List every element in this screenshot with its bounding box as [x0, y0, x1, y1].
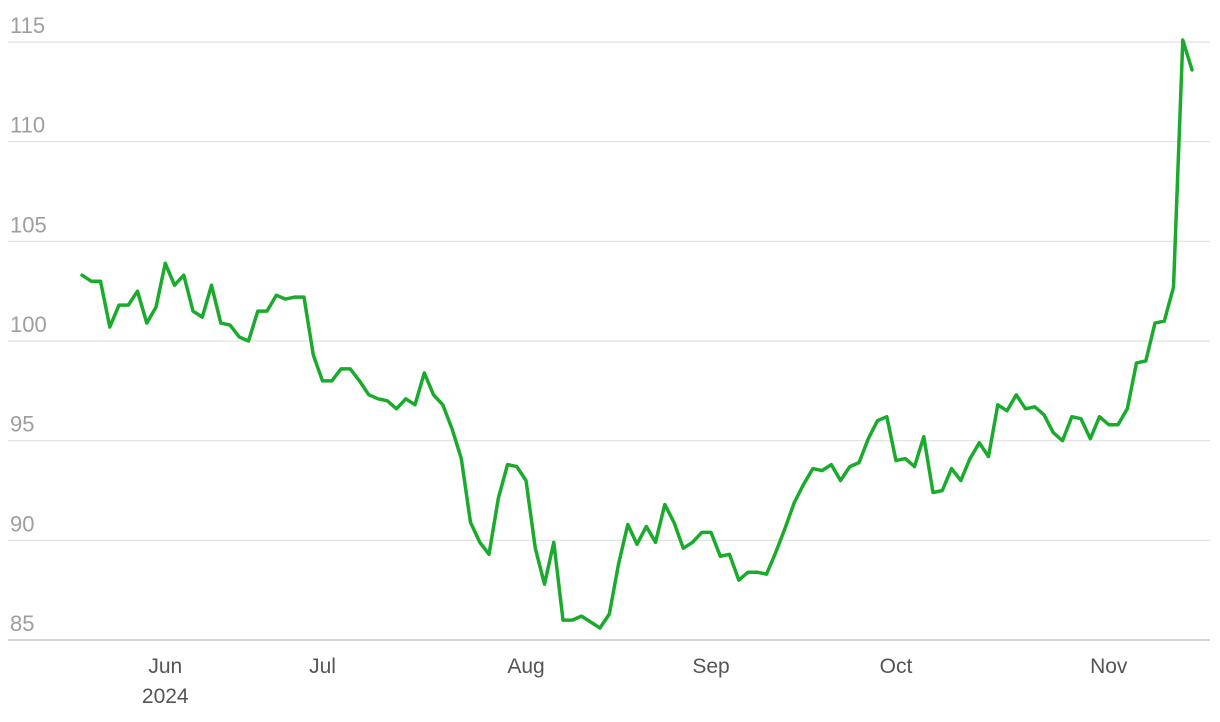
y-tick-label: 110 [10, 113, 45, 138]
x-tick-label: Oct [880, 655, 913, 678]
x-tick-label: Jun [148, 655, 182, 678]
y-tick-label: 100 [10, 312, 47, 337]
x-tick-label: Nov [1090, 655, 1128, 678]
y-tick-label: 90 [10, 511, 34, 536]
y-tick-label: 95 [10, 412, 34, 437]
x-tick-label: Sep [692, 655, 729, 678]
x-tick-label: Aug [507, 655, 544, 678]
x-tick-label: Jul [309, 655, 336, 678]
y-tick-label: 115 [10, 13, 45, 38]
y-tick-label: 105 [10, 212, 47, 237]
price-line [80, 38, 1194, 630]
x-sublabel: 2024 [142, 685, 189, 708]
y-tick-label: 85 [10, 611, 34, 636]
